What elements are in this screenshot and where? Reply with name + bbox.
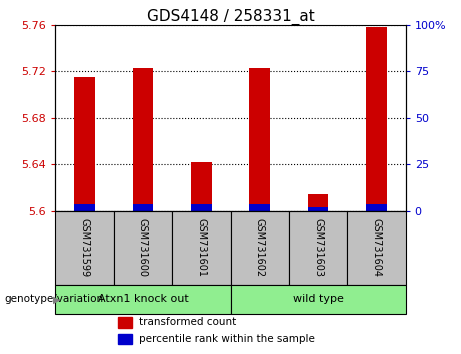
Text: ▶: ▶ xyxy=(53,295,60,304)
Bar xyxy=(289,211,347,285)
Bar xyxy=(308,194,328,211)
Bar xyxy=(249,68,270,211)
Bar xyxy=(230,285,406,314)
Bar xyxy=(133,204,153,211)
Bar xyxy=(114,211,172,285)
Bar xyxy=(55,211,114,285)
Bar xyxy=(230,211,289,285)
Bar xyxy=(191,162,212,211)
Bar xyxy=(191,204,212,211)
Bar xyxy=(366,27,387,211)
Text: transformed count: transformed count xyxy=(139,318,236,327)
Bar xyxy=(74,77,95,211)
Text: GSM731600: GSM731600 xyxy=(138,218,148,277)
Text: GSM731604: GSM731604 xyxy=(372,218,382,277)
Bar xyxy=(366,204,387,211)
Bar xyxy=(347,211,406,285)
Text: genotype/variation: genotype/variation xyxy=(5,295,104,304)
Text: GSM731602: GSM731602 xyxy=(254,218,265,278)
Bar xyxy=(118,317,132,328)
Bar xyxy=(133,68,153,211)
Text: GSM731599: GSM731599 xyxy=(79,218,89,278)
Bar xyxy=(55,285,230,314)
Bar xyxy=(118,334,132,344)
Text: wild type: wild type xyxy=(293,295,343,304)
Text: Atxn1 knock out: Atxn1 knock out xyxy=(98,295,188,304)
Bar xyxy=(172,211,230,285)
Bar xyxy=(308,207,328,211)
Text: GSM731601: GSM731601 xyxy=(196,218,207,277)
Text: percentile rank within the sample: percentile rank within the sample xyxy=(139,334,315,344)
Title: GDS4148 / 258331_at: GDS4148 / 258331_at xyxy=(147,8,314,25)
Bar xyxy=(74,204,95,211)
Text: GSM731603: GSM731603 xyxy=(313,218,323,277)
Bar xyxy=(249,204,270,211)
